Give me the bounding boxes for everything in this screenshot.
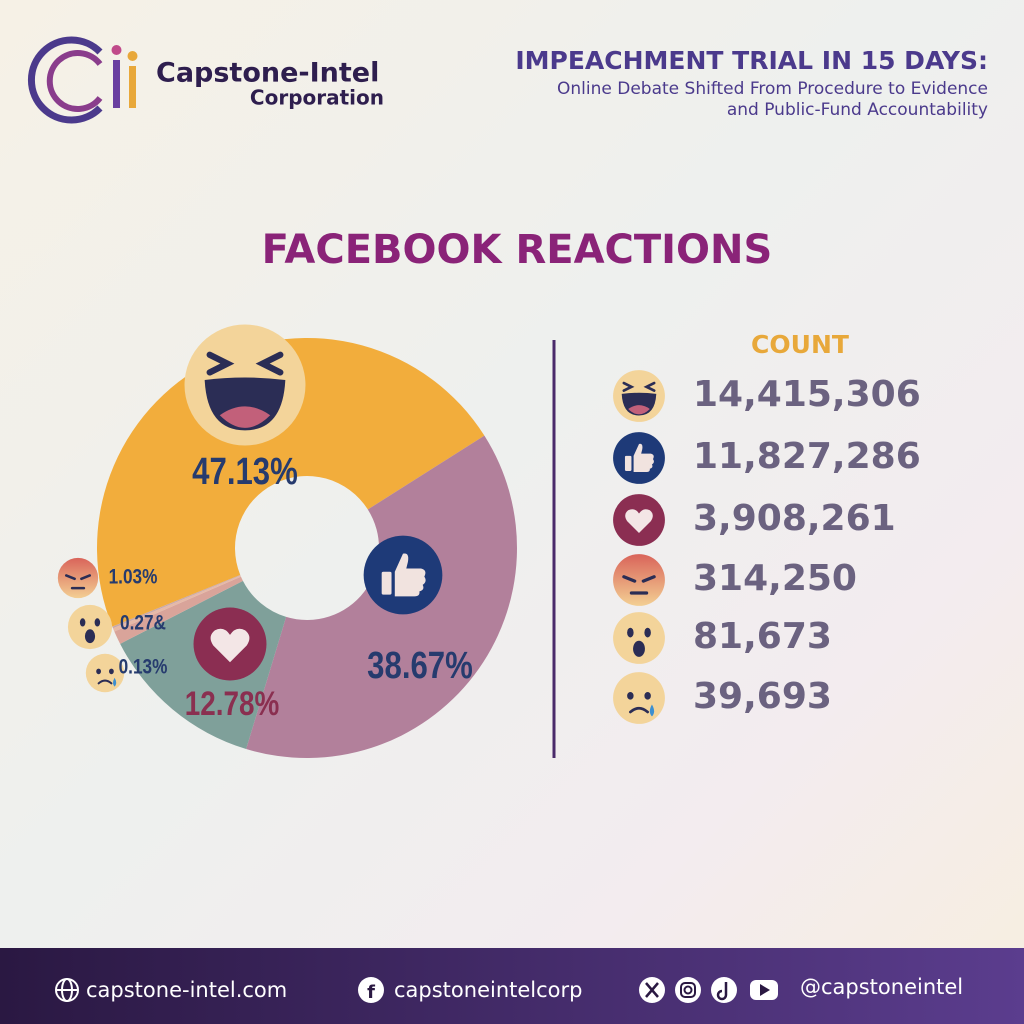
icon-haha (612, 369, 666, 423)
count-value: 39,693 (693, 676, 832, 717)
slice (112, 574, 241, 629)
icon-angry (612, 553, 666, 607)
icon-wow (613, 612, 665, 664)
slice (114, 576, 243, 644)
subtitle: and Public-Fund Accountability (727, 100, 988, 120)
percent-label: 47.13% (192, 451, 298, 493)
headline: IMPEACHMENT TRIAL IN 15 DAYS: (515, 46, 988, 75)
percent-label: 0.13% (119, 656, 168, 679)
icon-love (613, 494, 665, 546)
icon-love (193, 607, 267, 681)
count-value: 81,673 (693, 616, 832, 657)
social-icons (639, 977, 778, 1003)
count-value: 3,908,261 (693, 498, 896, 539)
icon-wow (67, 604, 113, 650)
percent-label: 1.03% (109, 566, 158, 589)
count-value: 11,827,286 (693, 436, 921, 477)
slice (112, 575, 241, 632)
brand-sub: Corporation (250, 86, 384, 110)
website: capstone-intel.com (86, 978, 287, 1002)
count-list: 14,415,306 11,827,286 3,908,261 314,250 81,6… (693, 374, 921, 717)
logo (27, 36, 138, 124)
count-value: 14,415,306 (693, 374, 921, 415)
subtitle: Online Debate Shifted From Procedure to … (557, 79, 988, 99)
percent-labels: 47.13% 38.67% 12.78% 1.03% 0.27&0.13% (109, 451, 473, 722)
chart-title: FACEBOOK REACTIONS (262, 227, 773, 273)
count-title: COUNT (751, 330, 849, 359)
facebook-handle: capstoneintelcorp (394, 978, 583, 1002)
social-handle: @capstoneintel (800, 975, 963, 999)
percent-label: 0.27& (120, 612, 166, 635)
icon-sad (612, 671, 666, 725)
percent-label: 12.78% (185, 684, 280, 722)
count-value: 314,250 (693, 558, 857, 599)
icon-angry (57, 557, 99, 599)
icon-like (363, 535, 443, 615)
brand: Capstone-Intel (156, 58, 379, 89)
percent-label: 38.67% (367, 645, 473, 687)
icon-like (613, 432, 665, 484)
icon-haha (185, 325, 306, 446)
facebook-icon (358, 977, 384, 1003)
facebook-icon-f: f (367, 982, 375, 1003)
globe-icon (55, 978, 79, 1002)
footer-bar (0, 948, 1024, 1024)
